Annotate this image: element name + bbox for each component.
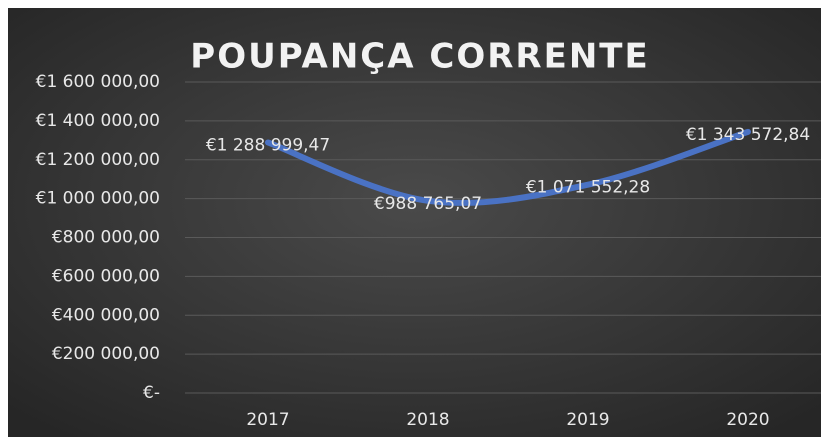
chart-title: POUPANÇA CORRENTE <box>190 37 649 77</box>
data-line <box>265 128 751 206</box>
x-tick-label: 2018 <box>406 410 449 430</box>
y-tick-label: €800 000,00 <box>52 228 160 248</box>
y-tick-label: €1 200 000,00 <box>36 150 160 170</box>
data-label: €1 288 999,47 <box>206 135 330 155</box>
x-tick-label: 2020 <box>726 410 769 430</box>
y-tick-label: €400 000,00 <box>52 305 160 325</box>
y-tick-label: €1 000 000,00 <box>36 189 160 209</box>
y-tick-label: €1 400 000,00 <box>36 111 160 131</box>
y-tick-label: €600 000,00 <box>52 266 160 286</box>
y-tick-label: €200 000,00 <box>52 344 160 364</box>
data-label: €988 765,07 <box>374 194 482 214</box>
data-label: €1 071 552,28 <box>526 178 650 198</box>
y-tick-label: €- <box>143 383 160 403</box>
data-label: €1 343 572,84 <box>686 125 810 145</box>
y-tick-label: €1 600 000,00 <box>36 72 160 92</box>
chart-background <box>8 8 821 437</box>
x-tick-label: 2017 <box>246 410 289 430</box>
x-tick-label: 2019 <box>566 410 609 430</box>
